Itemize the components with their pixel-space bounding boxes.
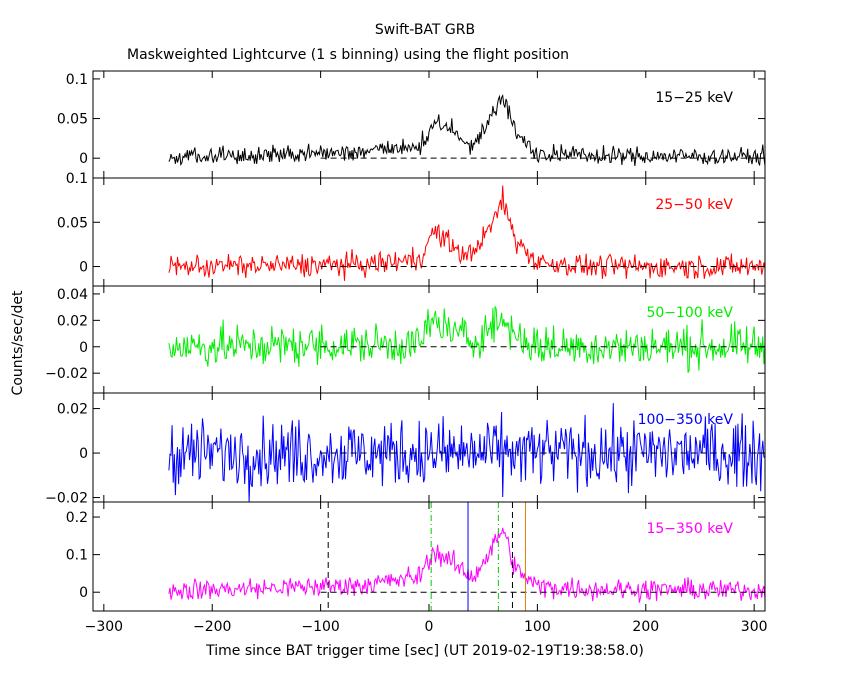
y-tick-label-1-0: 0 bbox=[79, 260, 88, 276]
y-tick-label-0-2: 0.1 bbox=[66, 72, 88, 88]
y-tick-label-3-2: 0.02 bbox=[57, 402, 88, 418]
x-tick-label-5: 200 bbox=[632, 619, 659, 635]
panel-frame-1 bbox=[92, 177, 766, 287]
x-tick-label-2: −100 bbox=[301, 619, 339, 635]
band-label-4: 15−350 keV bbox=[646, 521, 733, 537]
panel-2: −0.02 0 0.02 0.04 50−100 keV bbox=[45, 285, 766, 394]
y-tick-label-2-2: 0.02 bbox=[57, 313, 88, 329]
x-tick-label-1: −200 bbox=[193, 619, 231, 635]
panel-4: 0 0.1 0.2 15−350 keV bbox=[66, 501, 766, 612]
panel-3: −0.02 0 0.02 100−350 keV bbox=[45, 392, 766, 507]
y-tick-label-0-0: 0 bbox=[79, 151, 88, 167]
series-line-2 bbox=[168, 305, 766, 373]
band-label-0: 15−25 keV bbox=[655, 90, 733, 106]
panel-1: 0 0.05 0.1 25−50 keV bbox=[57, 171, 766, 287]
x-tick-label-0: −300 bbox=[85, 619, 123, 635]
panel-frame-4 bbox=[92, 501, 766, 612]
chart-subtitle: Maskweighted Lightcurve (1 s binning) us… bbox=[127, 47, 569, 63]
band-label-3: 100−350 keV bbox=[638, 412, 734, 428]
y-axis-label: Counts/sec/det bbox=[10, 290, 26, 395]
y-tick-label-3-1: 0 bbox=[79, 446, 88, 462]
panel-frame-0 bbox=[92, 70, 766, 179]
y-tick-label-3-0: −0.02 bbox=[45, 491, 88, 507]
series-line-4 bbox=[168, 527, 766, 603]
y-tick-label-0-1: 0.05 bbox=[57, 112, 88, 128]
band-label-1: 25−50 keV bbox=[655, 197, 733, 213]
x-tick-label-6: 300 bbox=[741, 619, 768, 635]
x-axis-label: Time since BAT trigger time [sec] (UT 20… bbox=[205, 643, 644, 659]
series-line-1 bbox=[168, 185, 766, 281]
y-tick-label-4-0: 0 bbox=[79, 585, 88, 601]
x-tick-label-4: 100 bbox=[524, 619, 551, 635]
y-tick-label-2-0: −0.02 bbox=[45, 366, 88, 382]
band-label-2: 50−100 keV bbox=[646, 305, 733, 321]
y-tick-label-2-3: 0.04 bbox=[57, 287, 88, 303]
series-line-0 bbox=[168, 94, 766, 167]
y-tick-label-2-1: 0 bbox=[79, 340, 88, 356]
y-tick-label-4-2: 0.2 bbox=[66, 510, 88, 526]
y-tick-label-1-1: 0.05 bbox=[57, 215, 88, 231]
series-line-3 bbox=[168, 403, 766, 503]
chart-title: Swift-BAT GRB bbox=[375, 22, 475, 38]
y-tick-label-4-1: 0.1 bbox=[66, 548, 88, 564]
x-tick-label-3: 0 bbox=[425, 619, 434, 635]
y-tick-label-1-2: 0.1 bbox=[66, 171, 88, 187]
panel-0: 0 0.05 0.1 15−25 keV bbox=[57, 70, 766, 179]
